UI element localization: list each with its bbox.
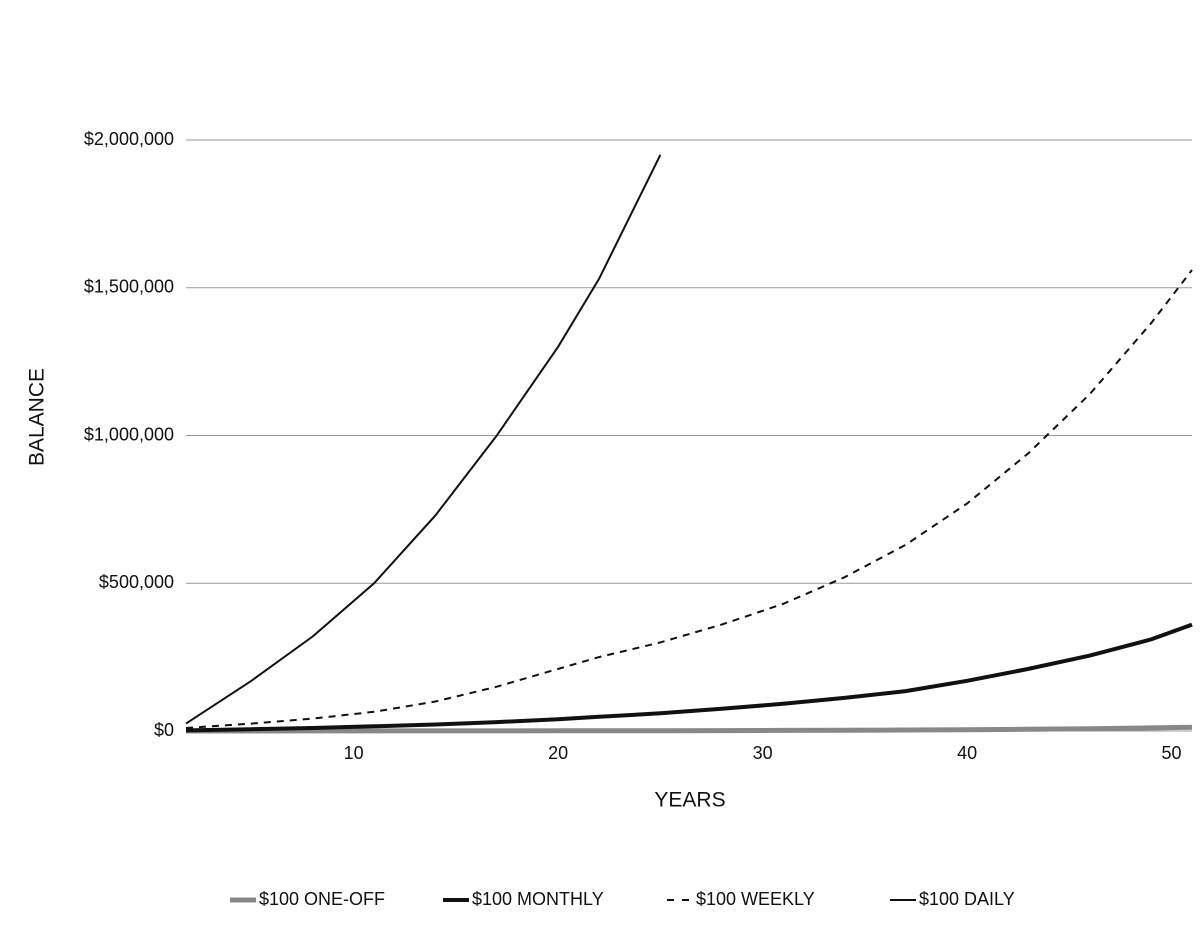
y-tick-label: $0	[154, 720, 174, 740]
y-tick-label: $1,000,000	[84, 424, 174, 444]
series-line	[185, 622, 1193, 733]
y-axis-label: BALANCE	[26, 368, 49, 466]
series-line	[185, 269, 1193, 729]
legend-label: $100 DAILY	[919, 889, 1015, 909]
y-tick-label: $2,000,000	[84, 129, 174, 149]
series-line	[186, 724, 1193, 734]
legend-label: $100 MONTHLY	[472, 889, 604, 909]
y-tick-label: $500,000	[99, 572, 174, 592]
x-tick-label: 50	[1162, 743, 1182, 763]
x-tick-label: 20	[548, 743, 568, 763]
x-tick-label: 40	[957, 743, 977, 763]
x-tick-label: 30	[753, 743, 773, 763]
y-tick-label: $1,500,000	[84, 277, 174, 297]
series-line	[185, 154, 662, 725]
legend-label: $100 WEEKLY	[696, 889, 815, 909]
legend-label: $100 ONE-OFF	[259, 889, 385, 909]
x-tick-label: 10	[344, 743, 364, 763]
x-axis-label: YEARS	[654, 789, 725, 812]
